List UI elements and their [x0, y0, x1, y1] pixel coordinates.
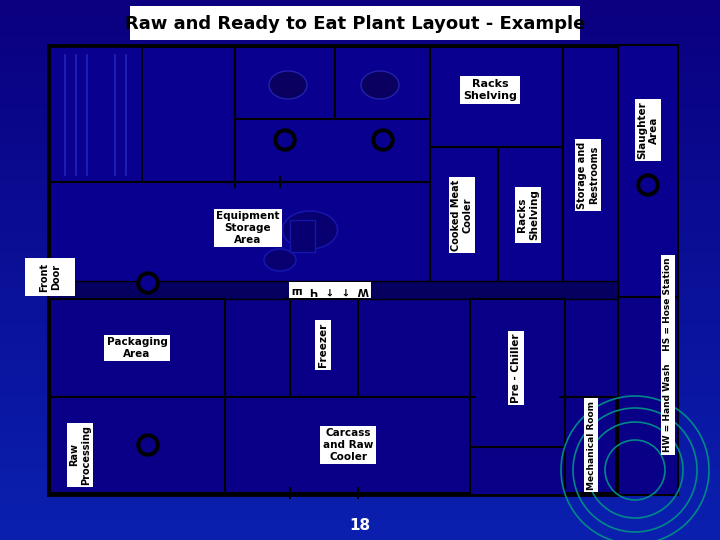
Text: W  ↑  ↑  Ч  ш: W ↑ ↑ Ч ш — [292, 285, 369, 295]
Bar — [335, 47, 430, 119]
Text: Slaughter
Area: Slaughter Area — [637, 101, 659, 159]
Bar — [0, 432, 720, 450]
Bar — [0, 72, 720, 90]
Bar — [48, 45, 618, 297]
Bar — [0, 342, 720, 360]
Bar — [0, 90, 720, 108]
Bar — [0, 36, 720, 54]
Text: Equipment
Storage
Area: Equipment Storage Area — [216, 211, 280, 245]
Bar — [50, 182, 430, 297]
Circle shape — [641, 178, 655, 192]
Bar — [235, 47, 335, 119]
Text: Freezer: Freezer — [318, 323, 328, 367]
Bar — [498, 147, 563, 297]
Text: Racks
Shelving: Racks Shelving — [517, 190, 539, 240]
Ellipse shape — [282, 211, 338, 249]
Bar — [0, 414, 720, 432]
Circle shape — [141, 438, 155, 452]
Bar — [0, 252, 720, 270]
Bar — [563, 47, 618, 297]
Text: HW = Hand Wash    HS = Hose Station: HW = Hand Wash HS = Hose Station — [664, 258, 672, 453]
Bar — [50, 47, 235, 182]
Bar — [225, 397, 470, 493]
Bar — [430, 147, 498, 297]
Text: Packaging
Area: Packaging Area — [107, 337, 168, 359]
Bar — [0, 288, 720, 306]
Bar — [0, 18, 720, 36]
Text: 18: 18 — [349, 518, 371, 534]
Bar — [0, 162, 720, 180]
Bar — [290, 220, 315, 252]
Bar — [130, 6, 580, 40]
Bar — [0, 450, 720, 468]
Circle shape — [372, 129, 394, 151]
Ellipse shape — [264, 249, 296, 271]
Bar — [0, 378, 720, 396]
Circle shape — [274, 129, 296, 151]
Bar — [430, 47, 618, 147]
Bar — [50, 47, 142, 182]
Circle shape — [137, 434, 159, 456]
Text: Raw and Ready to Eat Plant Layout - Example: Raw and Ready to Eat Plant Layout - Exam… — [125, 15, 585, 33]
Bar — [0, 198, 720, 216]
Text: Storage and
Restrooms: Storage and Restrooms — [577, 141, 599, 208]
Bar — [0, 216, 720, 234]
Text: Carcass
and Raw
Cooler: Carcass and Raw Cooler — [323, 428, 373, 462]
Bar — [0, 126, 720, 144]
Bar — [618, 45, 678, 297]
Bar — [0, 180, 720, 198]
Circle shape — [278, 133, 292, 147]
Ellipse shape — [269, 71, 307, 99]
Bar — [50, 397, 225, 493]
Bar — [0, 504, 720, 522]
Text: Raw
Processing: Raw Processing — [69, 425, 91, 485]
Bar — [0, 396, 720, 414]
Bar — [470, 299, 565, 447]
Bar — [0, 108, 720, 126]
Circle shape — [141, 276, 155, 290]
Text: Mechanical Room: Mechanical Room — [587, 401, 595, 489]
Bar — [0, 306, 720, 324]
Circle shape — [376, 133, 390, 147]
Ellipse shape — [361, 71, 399, 99]
Bar — [0, 360, 720, 378]
Bar — [0, 234, 720, 252]
Bar — [0, 0, 720, 18]
Bar — [0, 522, 720, 540]
Bar — [48, 297, 618, 495]
Text: Racks
Shelving: Racks Shelving — [463, 79, 517, 101]
Bar — [0, 486, 720, 504]
Text: Pre - Chiller: Pre - Chiller — [511, 333, 521, 403]
Bar — [565, 397, 616, 493]
Bar — [48, 281, 618, 299]
Bar — [0, 270, 720, 288]
Bar — [0, 54, 720, 72]
Bar — [50, 299, 225, 397]
Bar — [290, 299, 358, 397]
Bar — [618, 297, 678, 495]
Bar — [25, 258, 75, 296]
Circle shape — [637, 174, 659, 196]
Circle shape — [137, 272, 159, 294]
Text: Front
Door: Front Door — [39, 262, 60, 292]
Bar — [0, 144, 720, 162]
Text: Cooked Meat
Cooler: Cooked Meat Cooler — [451, 179, 473, 251]
Bar — [0, 468, 720, 486]
Bar — [0, 324, 720, 342]
